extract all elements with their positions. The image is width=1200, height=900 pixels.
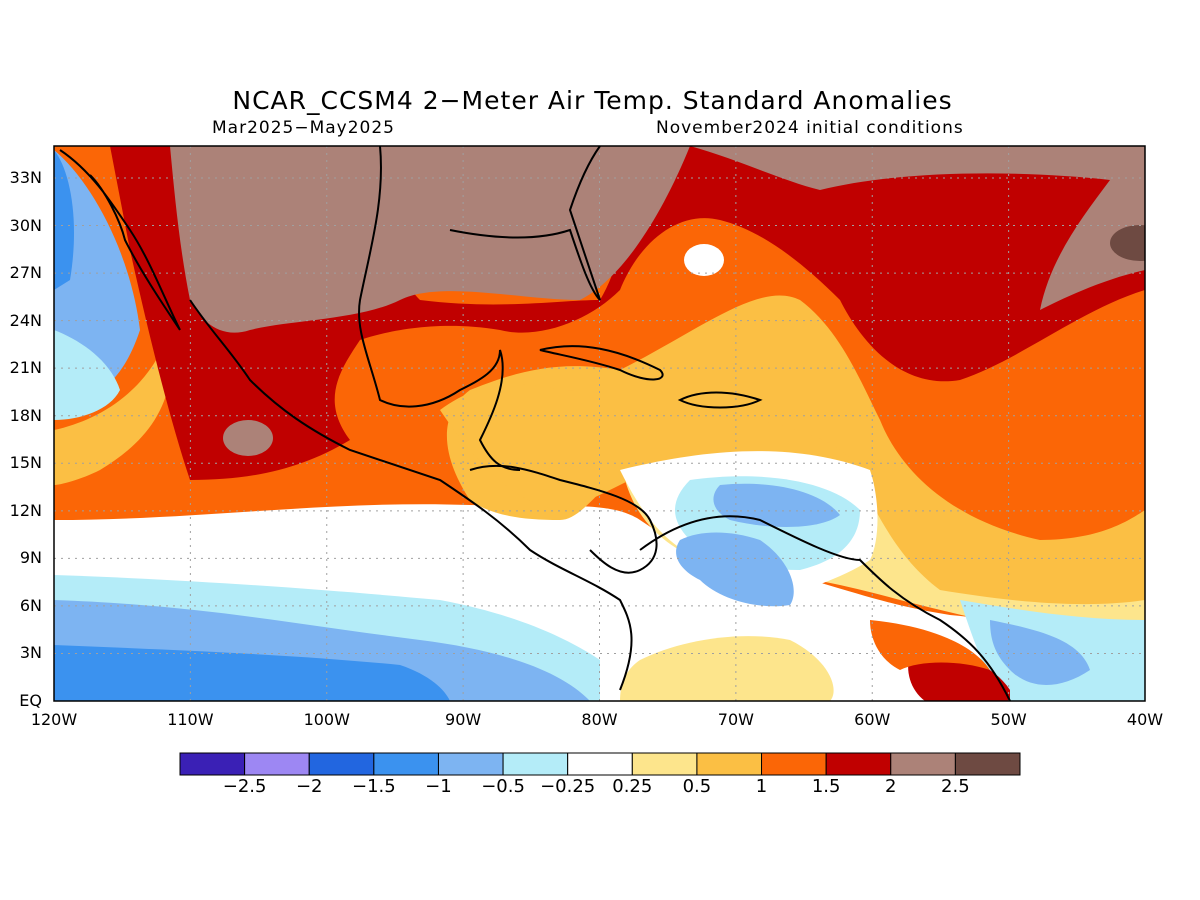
map-frame: [53, 145, 1146, 702]
colorbar-swatch: [890, 752, 956, 776]
coastline-south-america: [639, 515, 1011, 702]
anomaly-region-darkblue-pacific-coast: [54, 150, 75, 290]
colorbar-label: −0.5: [481, 776, 525, 797]
colorbar-label: 0.25: [612, 776, 653, 797]
anomaly-region-brown-atlantic: [690, 146, 1145, 310]
anomaly-region-blue-caribbean: [676, 532, 794, 607]
anomaly-fill-layer: [54, 146, 1145, 701]
coastline-florida: [449, 145, 601, 301]
colorbar-swatch: [696, 752, 763, 776]
lon-tick-label: 50W: [990, 710, 1027, 729]
anomaly-region-white-atlantic: [684, 244, 724, 276]
anomaly-region-darkred-guiana: [908, 653, 1010, 701]
anomaly-region-darkbrown-atlantic: [1110, 225, 1145, 261]
lon-tick-label: 90W: [445, 710, 482, 729]
colorbar-label: 1: [755, 776, 768, 797]
coastline-hispaniola: [677, 391, 763, 409]
anomaly-region-cyan-pacific: [54, 330, 120, 420]
anomaly-region-darkblue-south: [54, 645, 450, 701]
lat-tick-label: 3N: [19, 643, 42, 663]
coastline-mexico-pacific: [189, 299, 633, 691]
anomaly-region-orange-guiana: [870, 620, 990, 670]
anomaly-region-blue-caribbean-north: [713, 483, 840, 527]
colorbar-label: 2.5: [941, 776, 970, 797]
colorbar-label: −0.25: [540, 776, 596, 797]
lat-tick-label: EQ: [19, 691, 42, 710]
colorbar-label: 2: [885, 776, 897, 797]
lon-tick-label: 100W: [303, 710, 350, 729]
coastlines: [59, 145, 1011, 702]
lat-tick-label: 9N: [19, 548, 42, 568]
lat-tick-label: 18N: [9, 405, 42, 425]
forecast-period: Mar2025−May2025: [212, 118, 395, 138]
colorbar-label: 0.5: [682, 776, 712, 797]
colorbar-swatch: [631, 752, 698, 776]
colorbar-swatch: [437, 752, 504, 776]
anomaly-region-lightorange-mid: [440, 377, 860, 510]
coastline-gulf: [358, 145, 521, 471]
lon-tick-label: 40W: [1126, 710, 1164, 729]
colorbar-label: −1: [425, 776, 452, 797]
coastline-cuba: [539, 345, 664, 381]
coastline-central-america: [469, 464, 658, 574]
graticule: [54, 146, 1145, 701]
colorbar-swatch: [761, 752, 827, 776]
colorbar-label: 1.5: [811, 776, 841, 797]
lon-tick-label: 80W: [581, 710, 618, 729]
lon-tick-label: 110W: [167, 710, 214, 729]
lat-tick-label: 15N: [9, 453, 42, 473]
colorbar-label: −2: [295, 776, 323, 797]
anomaly-region-blue-atlantic-south: [990, 620, 1090, 685]
colorbar-swatch: [825, 752, 892, 776]
lon-tick-label: 60W: [854, 710, 891, 729]
colorbar-swatch: [567, 752, 633, 776]
colorbar: [179, 752, 1021, 776]
colorbar-label: −1.5: [351, 776, 396, 797]
colorbar-swatch: [502, 752, 569, 776]
lat-tick-label: 12N: [9, 500, 42, 520]
colorbar-label: −2.5: [222, 776, 267, 797]
colorbar-swatch: [179, 752, 246, 776]
colorbar-swatch: [308, 752, 375, 776]
lat-tick-label: 21N: [9, 358, 42, 378]
colorbar-swatch: [244, 752, 310, 776]
lat-tick-label: 27N: [9, 263, 42, 283]
anomaly-region-brown-mexico: [170, 146, 690, 333]
initial-conditions: November2024 initial conditions: [656, 118, 964, 138]
lat-tick-label: 33N: [9, 168, 42, 187]
colorbar-swatch: [954, 752, 1021, 776]
anomaly-region-brown-pacific: [223, 420, 273, 456]
lat-tick-label: 24N: [9, 310, 42, 330]
coastline-baja: [59, 149, 181, 331]
lat-tick-label: 30N: [9, 215, 42, 235]
lon-tick-label: 120W: [30, 710, 78, 729]
anomaly-region-yellow-sa: [620, 636, 834, 701]
map-title: NCAR_CCSM4 2−Meter Air Temp. Standard An…: [232, 86, 953, 115]
lon-tick-label: 70W: [717, 710, 754, 729]
colorbar-swatch: [373, 752, 439, 776]
anomaly-region-lightorange-pacific: [54, 330, 172, 485]
lat-tick-label: 6N: [19, 595, 42, 615]
